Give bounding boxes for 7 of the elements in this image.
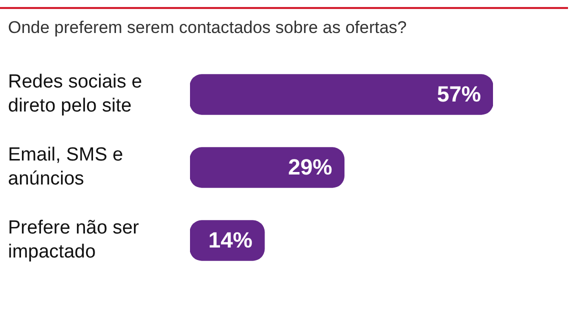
y-tick-label: Prefere não ser impactado [8,218,140,263]
data-label: 57% [436,82,481,107]
data-label: 14% [208,228,252,253]
data-label: 29% [288,154,332,180]
y-tick-label: Redes sociais e direto pelo site [8,72,142,117]
chart-title: Onde preferem serem contactados sobre as ofertas? [8,18,407,38]
y-tick-label: Email, SMS e anúncios [8,144,124,190]
